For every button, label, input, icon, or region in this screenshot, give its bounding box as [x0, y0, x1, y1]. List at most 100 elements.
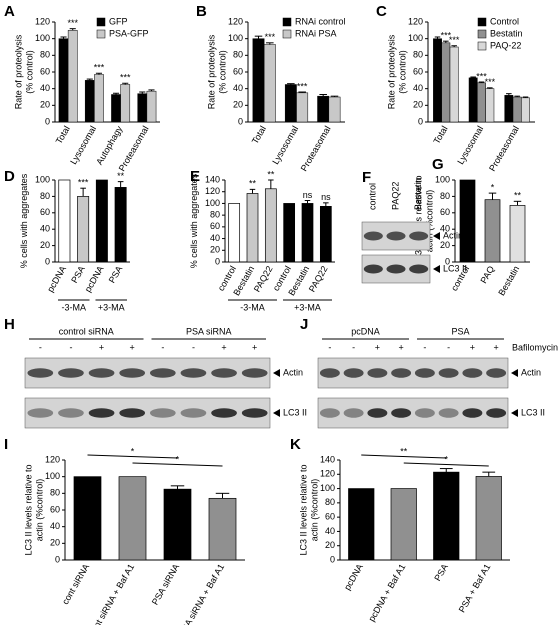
band	[409, 231, 429, 241]
y-tick-label: 80	[40, 191, 50, 201]
lane-label: Bestatin	[413, 177, 423, 210]
band	[414, 368, 435, 378]
bar	[468, 77, 478, 123]
y-tick-label: 100	[435, 174, 450, 184]
x-tick-label: PSA	[107, 264, 125, 285]
arrow	[511, 369, 518, 377]
legend-swatch	[282, 17, 292, 27]
band	[391, 408, 412, 418]
y-tick-label: 20	[233, 100, 243, 110]
panel-letter: D	[4, 168, 15, 185]
significance: *	[176, 454, 180, 464]
legend-swatch	[477, 29, 487, 39]
x-tick-label: cont siRNA + Baf A1	[87, 562, 136, 625]
significance: ***	[94, 63, 105, 73]
legend-label: RNAi PSA	[295, 28, 337, 38]
band	[363, 231, 383, 241]
x-tick-label: Lysosomal	[455, 124, 485, 166]
y-tick-label: 20	[40, 100, 50, 110]
lane-label: -	[39, 342, 42, 352]
y-tick-label: 0	[445, 256, 450, 266]
lane-label: +	[470, 342, 475, 352]
significance: ***	[297, 81, 308, 91]
treatment-label: Bafilomycin A1	[512, 342, 560, 352]
bar	[283, 203, 296, 263]
group-label: PSA siRNA	[186, 326, 232, 336]
bar	[449, 46, 459, 123]
band	[58, 368, 84, 378]
y-tick-label: 120	[35, 16, 50, 26]
bar	[163, 488, 192, 561]
y-tick-label: 80	[40, 50, 50, 60]
x-tick-label: Total	[54, 124, 72, 145]
bar	[521, 97, 530, 123]
lane-label: PAQ22	[390, 182, 400, 210]
lane-label: +	[398, 342, 403, 352]
band	[462, 368, 483, 378]
significance: ***	[265, 32, 276, 42]
y-tick-label: 0	[330, 554, 335, 564]
y-tick-label: 0	[45, 256, 50, 266]
band	[367, 368, 388, 378]
band	[409, 264, 429, 274]
y-tick-label: 120	[408, 16, 423, 26]
legend-label: PAQ-22	[490, 40, 521, 50]
y-tick-label: 40	[40, 83, 50, 93]
panel-letter: G	[432, 156, 444, 173]
legend-swatch	[477, 41, 487, 51]
x-tick-label: pcDNA	[342, 562, 365, 592]
band	[391, 368, 412, 378]
y-tick-label: 40	[40, 224, 50, 234]
y-tick-label: 80	[210, 210, 220, 220]
x-tick-label: Proteasomal	[487, 124, 521, 173]
x-tick-label: Proteasomal	[299, 124, 333, 173]
y-tick-label: 20	[210, 245, 220, 255]
x-tick-label: Autophagy	[94, 124, 124, 167]
significance-bracket	[87, 454, 178, 459]
y-tick-label: 0	[418, 116, 423, 126]
x-tick-label: PSA siRNA	[150, 562, 181, 606]
bar	[296, 92, 309, 123]
y-tick-label: 100	[35, 33, 50, 43]
bar	[317, 95, 330, 123]
band	[58, 408, 84, 418]
bar	[58, 38, 69, 123]
x-tick-label: pcDNA	[45, 264, 68, 294]
legend-swatch	[96, 29, 106, 39]
y-axis-label: LC3 II levels relative toactin (%control…	[24, 464, 45, 555]
y-tick-label: 100	[408, 33, 423, 43]
band	[119, 408, 146, 418]
group-label: control siRNA	[59, 326, 114, 336]
bar	[441, 42, 451, 123]
bar	[137, 93, 148, 123]
y-tick-label: 140	[320, 454, 335, 464]
bar	[208, 497, 237, 561]
bar	[252, 38, 265, 123]
lane-label: -	[447, 342, 450, 352]
y-tick-label: 60	[50, 504, 60, 514]
bar	[84, 80, 95, 123]
lane-label: +	[252, 342, 257, 352]
y-axis-label: LC3 II levels relative toactin (%control…	[299, 464, 320, 555]
panel-letter: A	[4, 3, 15, 20]
y-tick-label: 80	[413, 50, 423, 60]
y-tick-label: 100	[35, 174, 50, 184]
band	[386, 231, 406, 241]
y-tick-label: 140	[205, 174, 220, 184]
band	[343, 408, 364, 418]
legend-swatch	[282, 29, 292, 39]
bar	[118, 476, 147, 561]
panel-letter: H	[4, 316, 15, 333]
y-tick-label: 60	[413, 66, 423, 76]
y-tick-label: 120	[45, 454, 60, 464]
bar	[319, 206, 332, 263]
bar	[264, 188, 277, 263]
y-axis-label: Rate of proteolysis(% control)	[14, 34, 35, 109]
significance: **	[400, 446, 408, 456]
significance-bracket	[132, 462, 223, 467]
bar	[95, 179, 108, 263]
arrow	[433, 232, 440, 240]
x-tick-label: PAQ	[478, 264, 496, 285]
y-tick-label: 60	[233, 66, 243, 76]
